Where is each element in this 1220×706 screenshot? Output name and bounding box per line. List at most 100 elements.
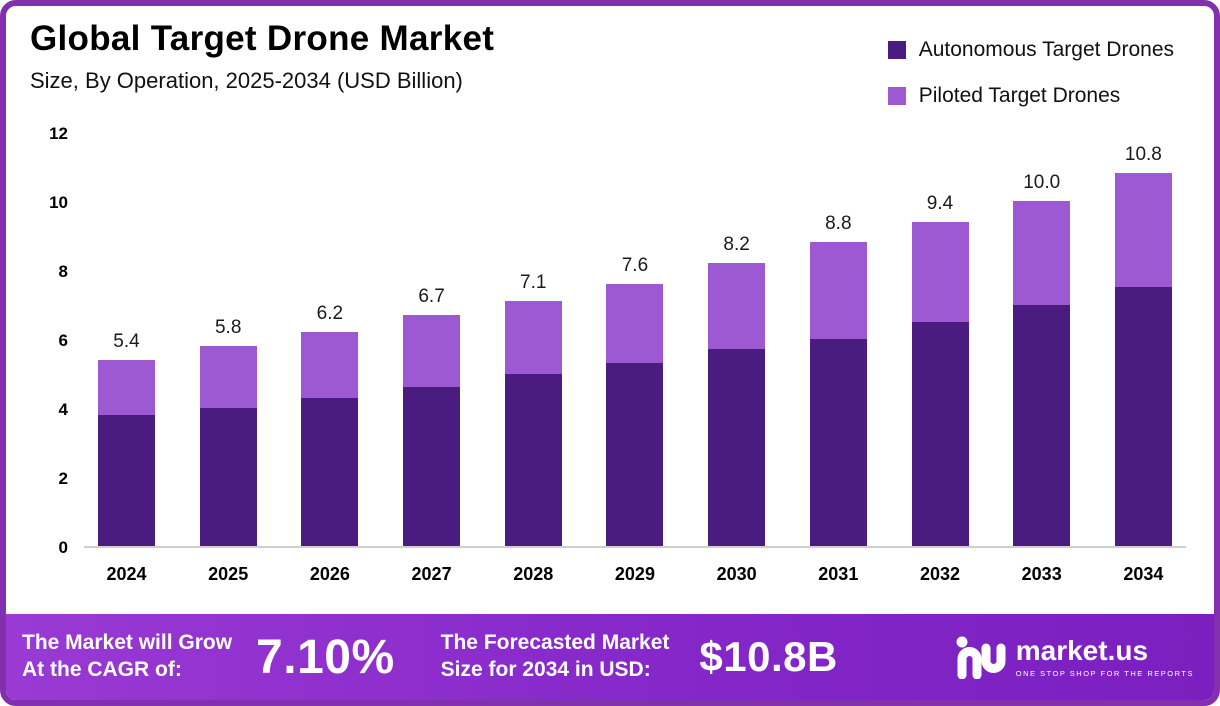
bar-total-label: 8.2 [723, 234, 750, 256]
stacked-bar-chart: 0 2 4 6 8 10 12 5.4 5.8 6.2 6.7 7.1 7.6 8.2 8.8 9.4 10.… [6, 108, 1214, 585]
bar-column: 9.4 [911, 192, 969, 546]
stacked-bar [708, 263, 766, 546]
stacked-bar [98, 359, 155, 546]
autonomous-segment [98, 414, 155, 546]
bar-total-label: 10.0 [1023, 172, 1061, 193]
autonomous-segment [1114, 287, 1172, 546]
piloted-segment [199, 345, 257, 408]
legend-label-autonomous: Autonomous Target Drones [918, 38, 1174, 61]
piloted-segment [301, 332, 359, 398]
autonomous-segment [504, 373, 562, 546]
bar-column: 6.7 [403, 285, 461, 546]
brand-name: market.us [1015, 634, 1149, 666]
piloted-segment [911, 221, 969, 322]
y-tick-label: 12 [49, 124, 68, 143]
bar-column: 8.8 [809, 213, 867, 546]
bar-total-label: 5.8 [214, 316, 242, 338]
bar-column: 6.2 [301, 303, 359, 546]
bar-total-label: 9.4 [926, 192, 954, 214]
autonomous-segment [809, 339, 867, 546]
bar-column: 7.1 [504, 272, 562, 546]
stacked-bar [1013, 201, 1071, 546]
cagr-label-line1: The Market will Grow [22, 631, 233, 655]
legend-label-piloted: Piloted Target Drones [918, 84, 1121, 107]
piloted-segment [98, 359, 155, 415]
stacked-bar [301, 332, 359, 546]
bar-column: 7.6 [606, 254, 664, 546]
legend-swatch-piloted-icon [887, 87, 906, 105]
y-tick-label: 10 [49, 193, 68, 212]
x-axis-year-label: 2034 [1123, 564, 1164, 584]
legend-swatch-autonomous-icon [887, 41, 906, 59]
autonomous-segment [606, 363, 664, 546]
y-tick-label: 2 [58, 469, 68, 489]
piloted-segment [606, 283, 664, 364]
piloted-segment [1013, 201, 1071, 305]
y-axis: 0 2 4 6 8 10 12 [14, 124, 84, 557]
footer-banner: The Market will Grow At the CAGR of: 7.1… [6, 614, 1214, 700]
page-subtitle: Size, By Operation, 2025-2034 (USD Billi… [30, 67, 463, 93]
x-axis-year-label: 2030 [716, 564, 757, 584]
x-axis-year-label: 2033 [1021, 564, 1062, 584]
legend-item-piloted: Piloted Target Drones [887, 84, 1174, 108]
stacked-bar [504, 301, 562, 546]
y-tick-label: 0 [58, 538, 68, 557]
stacked-bar [911, 221, 969, 546]
x-axis: 2024 2025 2026 2027 2028 2029 2030 2031 2032 2033… [84, 564, 1186, 585]
x-axis-year-label: 2027 [411, 564, 452, 584]
x-axis-year-label: 2031 [818, 564, 859, 584]
header: Global Target Drone Market Size, By Oper… [6, 6, 1214, 108]
cagr-label: The Market will Grow At the CAGR of: [22, 630, 232, 684]
cagr-value: 7.10% [256, 630, 395, 684]
stacked-bar [1114, 173, 1172, 546]
bar-column: 5.4 [98, 331, 155, 546]
y-tick-label: 4 [58, 400, 68, 420]
forecast-label-line2: Size for 2034 in USD: [440, 658, 651, 681]
autonomous-segment [1013, 304, 1071, 546]
bar-total-label: 7.1 [520, 272, 547, 294]
bar-column: 8.2 [708, 234, 766, 546]
autonomous-segment [708, 349, 766, 546]
x-axis-year-label: 2024 [106, 564, 147, 584]
piloted-segment [504, 301, 562, 374]
x-axis-year-label: 2032 [919, 564, 961, 584]
cagr-label-line2: At the CAGR of: [22, 658, 182, 681]
x-axis-year-label: 2029 [614, 564, 655, 584]
bar-total-label: 5.4 [113, 330, 140, 352]
brand-text: market.us ONE STOP SHOP FOR THE REPORTS [1015, 634, 1194, 678]
marketus-logo-icon [956, 636, 1006, 679]
forecast-value: $10.8B [699, 633, 838, 680]
stacked-bar [606, 283, 664, 546]
piloted-segment [809, 242, 867, 339]
bar-total-label: 8.8 [825, 213, 852, 235]
stacked-bar [809, 242, 867, 546]
x-axis-year-label: 2028 [513, 564, 554, 584]
autonomous-segment [301, 397, 359, 546]
x-axis-year-label: 2025 [208, 564, 249, 584]
y-tick-label: 6 [58, 331, 68, 350]
bar-total-label: 7.6 [621, 254, 649, 276]
bar-total-label: 6.7 [418, 285, 445, 307]
x-axis-year-label: 2026 [309, 564, 350, 584]
page-title: Global Target Drone Market [30, 19, 495, 58]
legend: Autonomous Target Drones Piloted Target … [887, 20, 1174, 108]
autonomous-segment [403, 387, 461, 546]
y-tick-label: 8 [58, 262, 68, 282]
title-block: Global Target Drone Market Size, By Oper… [30, 19, 495, 94]
piloted-segment [708, 263, 766, 350]
stacked-bar [199, 345, 257, 546]
stacked-bar [403, 314, 461, 546]
piloted-segment [403, 314, 461, 388]
forecast-label: The Forecasted Market Size for 2034 in U… [441, 630, 670, 684]
plot-column: 5.4 5.8 6.2 6.7 7.1 7.6 8.2 8.8 9.4 10.0 10.8 2024… [84, 134, 1186, 585]
plot-area: 5.4 5.8 6.2 6.7 7.1 7.6 8.2 8.8 9.4 10.0 10.8 [84, 134, 1186, 548]
bar-total-label: 10.8 [1124, 144, 1162, 166]
piloted-segment [1114, 173, 1172, 288]
brand: market.us ONE STOP SHOP FOR THE REPORTS [956, 635, 1194, 679]
bar-column: 10.0 [1013, 172, 1071, 546]
legend-item-autonomous: Autonomous Target Drones [887, 38, 1174, 62]
autonomous-segment [199, 408, 257, 546]
bar-column: 10.8 [1114, 144, 1172, 546]
bar-total-label: 6.2 [316, 303, 344, 325]
